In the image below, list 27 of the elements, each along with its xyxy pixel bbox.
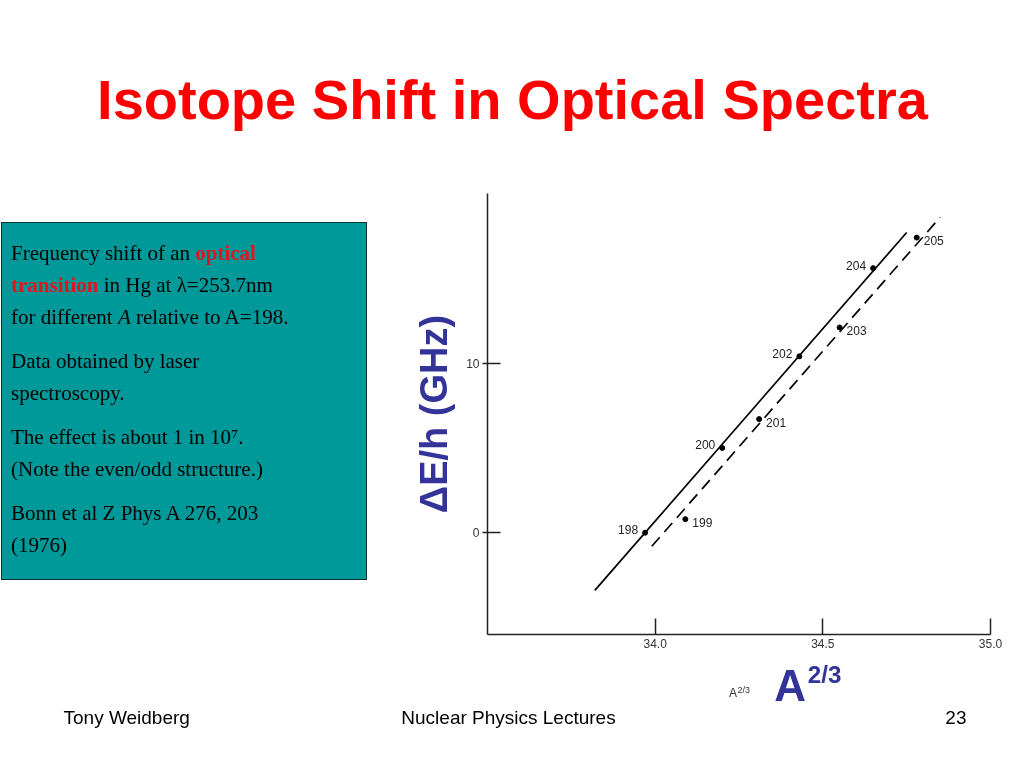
- text: Frequency shift of an optical transition in Hg at λ=253.7nm for different A relative to A=198.: [11, 241, 289, 329]
- point: [913, 234, 920, 241]
- text: The effect is about 1 in 10⁷. (Note the even/odd structure.): [11, 424, 264, 483]
- y-axis-title: ΔE/h (GHz): [413, 314, 456, 514]
- text: Nuclear Physics Lectures: [401, 706, 616, 728]
- annotation: 198: [618, 523, 639, 538]
- y-tick-label: 10: [466, 356, 480, 371]
- annotation: 202: [772, 346, 793, 361]
- text: Bonn et al Z Phys A 276, 203 (1976): [11, 500, 260, 559]
- annotation: 205: [923, 234, 945, 249]
- text: Data obtained by laser spectroscopy.: [11, 348, 201, 407]
- point: [756, 416, 763, 423]
- x-tick-label: 35.0: [978, 636, 1003, 651]
- point: [682, 516, 689, 523]
- annotation: 199: [692, 515, 713, 530]
- chart-title: Isotope Shift in Optical Spectra: [97, 68, 929, 131]
- annotation: 200: [695, 438, 716, 453]
- y-tick-label: 0: [472, 526, 480, 541]
- text: Tony Weidberg: [63, 706, 190, 728]
- text: 23: [945, 706, 967, 728]
- x-tick-label: 34.0: [643, 636, 668, 651]
- annotation: 201: [766, 415, 787, 430]
- annotation: 203: [846, 324, 867, 338]
- annotation: 204: [846, 258, 867, 273]
- point: [719, 444, 726, 451]
- x-tick-label: 34.5: [811, 636, 835, 651]
- point: [836, 324, 843, 331]
